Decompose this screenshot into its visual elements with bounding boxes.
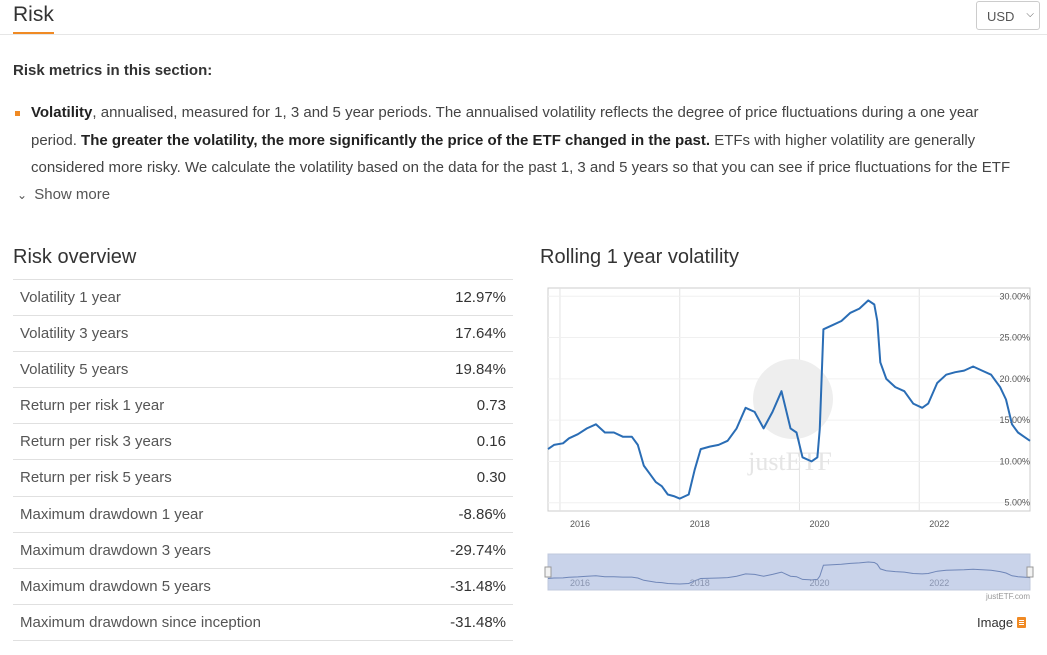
navigator-tick-label: 2016	[570, 578, 590, 588]
volatility-chart: justETF 5.00% 10.00% 15.00% 20.00% 25.00% 30.0…	[540, 280, 1040, 620]
table-row: Volatility 1 year 12.97%	[13, 280, 513, 317]
y-tick-label: 15.00%	[999, 415, 1030, 425]
description-bold: The greater the volatility, the more sig…	[81, 131, 711, 149]
row-value: 0.30	[476, 469, 506, 487]
row-value: -31.48%	[450, 577, 506, 595]
row-label: Maximum drawdown since inception	[20, 613, 261, 631]
row-value: -31.48%	[450, 613, 506, 631]
y-tick-label: 30.00%	[999, 291, 1030, 301]
bullet-icon	[15, 111, 20, 116]
volatility-chart-title: Rolling 1 year volatility	[540, 246, 739, 268]
navigator-range	[547, 553, 1031, 591]
description-part2: ETFs with higher volatility are generall…	[31, 131, 1011, 177]
y-tick-label: 10.00%	[999, 456, 1030, 466]
metrics-heading: Risk metrics in this section:	[13, 62, 213, 79]
volatility-chart-svg: justETF 5.00% 10.00% 15.00% 20.00% 25.00% 30.0…	[544, 287, 1034, 601]
y-tick-label: 25.00%	[999, 333, 1030, 343]
metrics-description: Volatility, annualised, measured for 1, …	[31, 99, 1026, 179]
table-row: Maximum drawdown 3 years -29.74%	[13, 533, 513, 569]
table-row: Volatility 3 years 17.64%	[13, 316, 513, 353]
volatility-line	[547, 299, 1031, 500]
risk-overview-table: Volatility 1 year 12.97% Volatility 3 year…	[13, 279, 513, 641]
row-label: Volatility 1 year	[20, 289, 121, 306]
page-title: Risk	[13, 3, 54, 34]
row-value: 0.16	[476, 433, 506, 451]
table-row: Volatility 5 years 19.84%	[13, 352, 513, 389]
table-row: Maximum drawdown 1 year -8.86%	[13, 497, 513, 533]
description-part1: , annualised, measured for 1, 3 and 5 ye…	[31, 104, 979, 149]
row-label: Return per risk 3 years	[20, 433, 172, 451]
currency-select[interactable]: USD ⌵	[976, 1, 1040, 30]
currency-value: USD	[987, 9, 1015, 24]
table-row: Return per risk 1 year 0.73	[13, 388, 513, 425]
navigator-handle[interactable]	[1026, 566, 1034, 578]
row-value: -8.86%	[458, 505, 506, 523]
x-tick-label: 2018	[690, 519, 710, 529]
y-tick-label: 5.00%	[1004, 498, 1030, 508]
x-tick-label: 2016	[570, 519, 590, 529]
x-tick-label: 2020	[809, 519, 829, 529]
navigator-line	[547, 561, 1031, 585]
row-value: 12.97%	[455, 289, 506, 306]
navigator-tick-label: 2022	[929, 578, 949, 588]
row-label: Maximum drawdown 5 years	[20, 577, 211, 595]
image-link-label: Image	[977, 615, 1014, 630]
watermark-text: justETF	[747, 447, 832, 476]
chart-credit: justETF.com	[985, 592, 1030, 601]
show-more-link[interactable]: ⌄ Show more	[17, 186, 110, 203]
row-label: Return per risk 1 year	[20, 397, 165, 415]
y-tick-label: 20.00%	[999, 374, 1030, 384]
navigator-tick-label: 2018	[690, 578, 710, 588]
table-row: Return per risk 5 years 0.30	[13, 460, 513, 497]
row-label: Volatility 3 years	[20, 325, 129, 343]
table-row: Maximum drawdown since inception -31.48%	[13, 605, 513, 641]
image-download-link[interactable]: Image	[977, 615, 1027, 630]
row-label: Return per risk 5 years	[20, 469, 172, 487]
table-row: Maximum drawdown 5 years -31.48%	[13, 569, 513, 605]
row-value: 19.84%	[455, 361, 506, 379]
row-value: -29.74%	[450, 541, 506, 559]
show-more-label: Show more	[34, 186, 111, 203]
row-value: 0.73	[476, 397, 506, 415]
navigator-handle[interactable]	[544, 566, 552, 578]
watermark-logo-icon	[753, 359, 833, 439]
volatility-term: Volatility	[31, 104, 93, 121]
table-row: Return per risk 3 years 0.16	[13, 424, 513, 461]
x-tick-label: 2022	[929, 519, 949, 529]
row-value: 17.64%	[455, 325, 506, 343]
row-label: Volatility 5 years	[20, 361, 129, 379]
pdf-file-icon	[1017, 617, 1027, 628]
navigator-tick-label: 2020	[809, 578, 829, 588]
row-label: Maximum drawdown 1 year	[20, 505, 204, 523]
page-header: Risk USD ⌵	[0, 0, 1047, 35]
chevron-down-icon: ⌵	[1026, 9, 1034, 20]
risk-overview-title: Risk overview	[13, 246, 137, 268]
chevron-down-icon: ⌄	[17, 188, 28, 202]
row-label: Maximum drawdown 3 years	[20, 541, 211, 559]
